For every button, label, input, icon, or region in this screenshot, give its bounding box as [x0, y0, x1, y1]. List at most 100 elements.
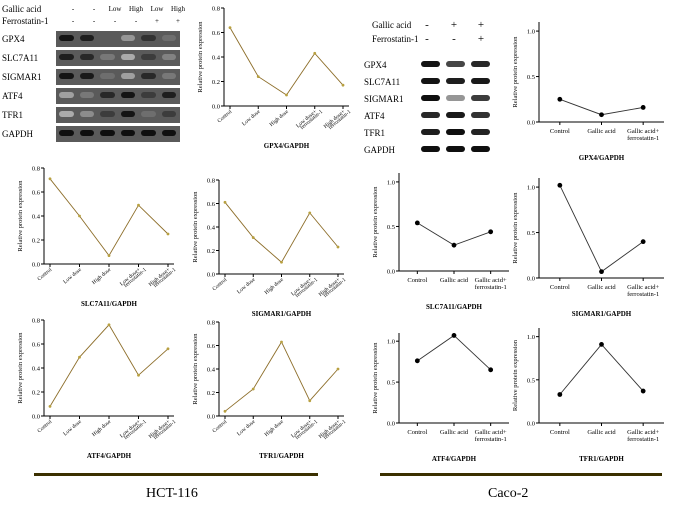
- series-line: [49, 178, 169, 257]
- x-tick-label: Control: [217, 109, 234, 125]
- hct-band: [141, 73, 156, 79]
- chart-caco-gpx4: 0.0 0.5 1.0 Relative protein expression Cont…: [512, 22, 664, 162]
- data-point: [336, 367, 340, 371]
- hct-band: [161, 111, 176, 117]
- caco-blot-panel: Gallic acid Ferrostatin-1 - + + - - + GPX4 SLC…: [364, 16, 504, 161]
- y-tick-label: 1.0: [387, 179, 395, 186]
- hct-band-label: SLC7A11: [2, 53, 39, 63]
- hct-header-cell: -: [134, 17, 138, 25]
- x-tick-label: Gallic acid: [587, 429, 616, 436]
- x-tick-label: High dose: [264, 277, 285, 296]
- hct-header-cell: High: [171, 5, 185, 13]
- caco-gallic-acid-label: Gallic acid: [372, 20, 412, 30]
- data-point: [256, 75, 260, 78]
- y-tick-label: 0.4: [212, 55, 221, 62]
- caco-band-label: ATF4: [364, 111, 385, 121]
- data-point: [48, 405, 52, 408]
- caco-band: [471, 129, 490, 135]
- y-axis-label: Relative protein expression: [512, 192, 519, 264]
- data-point: [557, 182, 563, 188]
- y-tick-label: 0.2: [212, 79, 220, 86]
- caco-band: [446, 129, 465, 135]
- caco-band: [446, 78, 465, 84]
- y-tick-label: 0.4: [32, 214, 41, 221]
- data-point: [451, 333, 457, 338]
- x-tick-label: Control: [550, 128, 570, 135]
- hct-band: [59, 130, 74, 136]
- x-tick-label: ferrostatin-1: [627, 135, 659, 142]
- y-axis-label: Relative protein expression: [197, 21, 204, 93]
- caco-header-cell: +: [477, 19, 485, 31]
- hct-band: [79, 35, 94, 41]
- data-point: [336, 245, 340, 249]
- y-tick-label: 0.4: [207, 225, 216, 232]
- y-tick-label: 0.5: [527, 230, 535, 237]
- hct-band: [100, 54, 115, 60]
- caco-band-label: TFR1: [364, 128, 386, 138]
- chart-title: ATF4/GAPDH: [87, 452, 132, 460]
- caco-header-cell: -: [452, 33, 456, 45]
- caco-band: [421, 129, 440, 135]
- caco-header-cell: +: [450, 19, 458, 31]
- y-tick-label: 0.0: [32, 262, 40, 269]
- caco-band: [421, 61, 440, 67]
- hct-band: [120, 73, 135, 79]
- hct-header-cell: +: [176, 17, 180, 25]
- chart-title: ATF4/GAPDH: [432, 455, 477, 463]
- chart-hct-tfr1: 0.0 0.2 0.4 0.6 0.8 Relative protein expressi…: [192, 320, 347, 461]
- x-tick-label: Gallic acid+: [627, 429, 659, 436]
- caco-band: [421, 112, 440, 118]
- x-tick-label: Control: [37, 267, 54, 283]
- series-line: [224, 341, 339, 412]
- data-point: [228, 26, 232, 29]
- x-tick-label: Control: [212, 277, 229, 293]
- hct-band: [59, 35, 74, 41]
- y-tick-label: 0.6: [207, 201, 216, 208]
- x-tick-label: ferrostatin-1: [627, 436, 659, 443]
- data-point: [557, 96, 563, 102]
- x-tick-label: Control: [550, 429, 570, 436]
- data-point: [285, 93, 288, 97]
- y-axis-label: Relative protein expression: [372, 186, 379, 258]
- data-point: [599, 269, 604, 275]
- data-point: [166, 232, 170, 236]
- x-tick-label: Gallic acid+: [475, 429, 507, 436]
- hct-band: [59, 54, 74, 60]
- caco-header-cell: -: [425, 19, 429, 31]
- hct-blot-panel: Gallic acid Ferrostatin-1 - - Low High Low Hi…: [2, 2, 185, 147]
- caco-band: [471, 95, 490, 101]
- hct-band: [141, 35, 156, 41]
- x-tick-label: Gallic acid: [587, 128, 616, 135]
- caco-band: [446, 146, 465, 152]
- x-tick-label: High dose: [91, 267, 112, 286]
- hct-band: [79, 73, 94, 79]
- data-point: [107, 323, 111, 327]
- y-tick-label: 1.0: [527, 29, 535, 36]
- caco-band: [471, 112, 490, 118]
- chart-caco-atf4: 0.0 0.5 1.0 Relative protein expression Cont…: [372, 333, 509, 463]
- caco-header-cell: -: [425, 33, 429, 45]
- hct-group-label: HCT-116: [146, 486, 198, 501]
- series-line: [417, 334, 491, 371]
- data-point: [599, 112, 604, 118]
- data-point: [251, 387, 255, 391]
- x-tick-label: Control: [212, 419, 229, 435]
- caco-band: [446, 61, 465, 67]
- x-tick-label: Gallic acid: [587, 284, 616, 291]
- y-tick-label: 0.0: [32, 414, 40, 421]
- hct-header-cell: -: [71, 17, 75, 25]
- x-tick-label: High dose: [91, 419, 112, 438]
- y-axis-label: Relative protein expression: [17, 332, 24, 404]
- data-point: [451, 242, 457, 248]
- hct-band: [141, 54, 156, 60]
- data-point: [640, 388, 646, 394]
- hct-band: [100, 130, 115, 136]
- y-axis-label: Relative protein expression: [192, 333, 199, 405]
- y-tick-label: 0.6: [207, 343, 216, 350]
- caco-band: [446, 112, 465, 118]
- chart-title: GPX4/GAPDH: [264, 142, 310, 150]
- y-tick-label: 0.8: [32, 166, 40, 173]
- x-tick-label: ferrostatin-1: [475, 436, 507, 443]
- x-tick-label: Low dose: [241, 109, 262, 128]
- hct-band: [100, 35, 115, 41]
